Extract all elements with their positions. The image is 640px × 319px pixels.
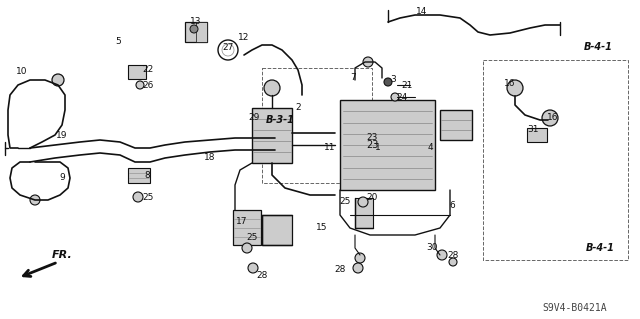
Bar <box>128 168 150 183</box>
Circle shape <box>384 78 392 86</box>
Bar <box>252 108 292 163</box>
Text: 23: 23 <box>366 133 378 143</box>
Text: 27: 27 <box>222 42 234 51</box>
Bar <box>262 215 292 245</box>
Text: 25: 25 <box>246 233 258 241</box>
Circle shape <box>391 93 399 101</box>
Text: 25: 25 <box>142 192 154 202</box>
Text: 28: 28 <box>334 265 346 275</box>
Text: 29: 29 <box>248 114 260 122</box>
Text: S9V4-B0421A: S9V4-B0421A <box>543 303 607 313</box>
Circle shape <box>358 197 368 207</box>
Text: 17: 17 <box>236 218 248 226</box>
Text: 2: 2 <box>295 103 301 113</box>
Text: 8: 8 <box>144 172 150 181</box>
Text: 3: 3 <box>390 76 396 85</box>
Text: 31: 31 <box>527 125 539 135</box>
Circle shape <box>355 253 365 263</box>
Circle shape <box>542 110 558 126</box>
Text: 30: 30 <box>426 243 438 253</box>
Bar <box>483 60 628 260</box>
Circle shape <box>353 263 363 273</box>
Text: 13: 13 <box>190 18 202 26</box>
Circle shape <box>136 81 144 89</box>
Text: B-4-1: B-4-1 <box>584 42 612 52</box>
Text: 22: 22 <box>142 65 154 75</box>
Circle shape <box>264 80 280 96</box>
Circle shape <box>248 263 258 273</box>
Text: 7: 7 <box>350 73 356 83</box>
Text: FR.: FR. <box>52 250 73 260</box>
Text: 18: 18 <box>204 152 216 161</box>
Circle shape <box>30 195 40 205</box>
Text: 5: 5 <box>115 38 121 47</box>
Text: 25: 25 <box>339 197 351 206</box>
Text: 10: 10 <box>16 68 28 77</box>
Text: 28: 28 <box>447 250 459 259</box>
Bar <box>185 22 207 42</box>
Text: 23: 23 <box>366 140 378 150</box>
Text: 12: 12 <box>238 33 250 42</box>
Circle shape <box>363 57 373 67</box>
Text: 9: 9 <box>59 173 65 182</box>
Text: 11: 11 <box>324 144 336 152</box>
Circle shape <box>52 74 64 86</box>
Text: 6: 6 <box>449 201 455 210</box>
Circle shape <box>507 80 523 96</box>
Circle shape <box>449 258 457 266</box>
Text: 24: 24 <box>396 93 408 101</box>
Text: 28: 28 <box>256 271 268 279</box>
Bar <box>355 198 373 228</box>
Bar <box>196 22 207 42</box>
Text: B-3-1: B-3-1 <box>266 115 294 125</box>
Bar <box>340 100 435 190</box>
Text: 16: 16 <box>547 114 559 122</box>
Text: 15: 15 <box>316 224 328 233</box>
Bar <box>128 65 146 79</box>
Circle shape <box>190 25 198 33</box>
Text: 21: 21 <box>401 80 413 90</box>
Text: 26: 26 <box>142 80 154 90</box>
Text: 20: 20 <box>366 194 378 203</box>
Text: 4: 4 <box>427 144 433 152</box>
Bar <box>440 110 472 140</box>
Circle shape <box>133 192 143 202</box>
Bar <box>233 210 261 245</box>
Text: 1: 1 <box>375 144 381 152</box>
Bar <box>527 128 547 142</box>
Text: 16: 16 <box>504 78 516 87</box>
Text: 19: 19 <box>56 130 68 139</box>
Text: B-4-1: B-4-1 <box>586 243 614 253</box>
Circle shape <box>437 250 447 260</box>
Text: 14: 14 <box>416 8 428 17</box>
Circle shape <box>242 243 252 253</box>
Bar <box>262 68 372 183</box>
